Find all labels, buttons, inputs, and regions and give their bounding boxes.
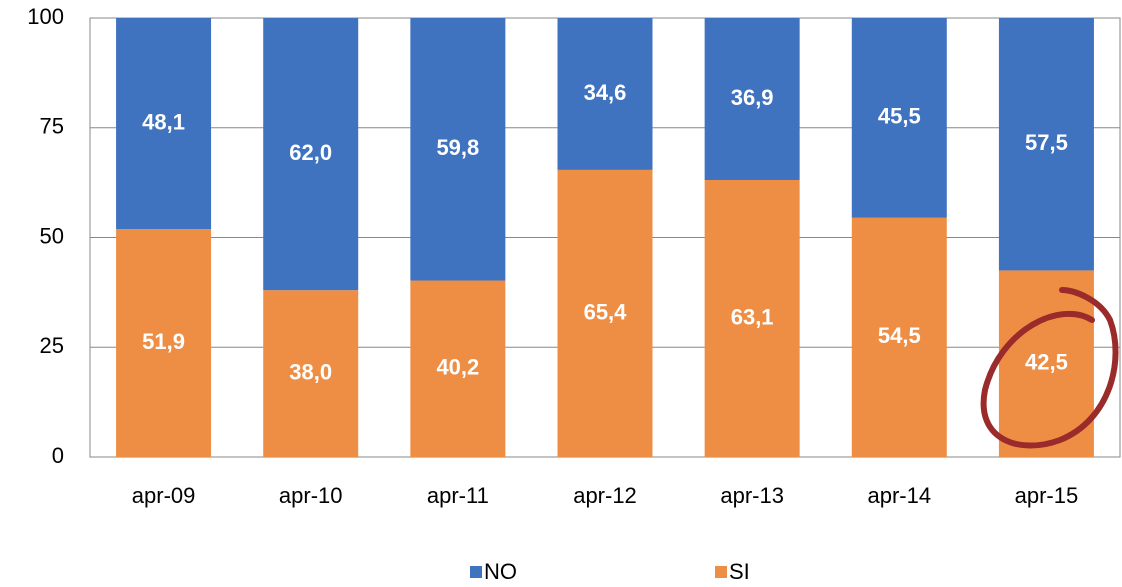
bar-segment: [116, 229, 212, 457]
highlight-circle: [980, 287, 1119, 449]
y-tick-label: 50: [40, 223, 64, 248]
x-tick-label: apr-09: [132, 483, 196, 508]
y-tick-label: 100: [27, 4, 64, 29]
value-label: 59,8: [436, 135, 479, 160]
y-tick-label: 0: [52, 443, 64, 468]
value-label: 65,4: [584, 299, 628, 324]
value-label: 57,5: [1025, 130, 1068, 155]
value-label: 45,5: [878, 104, 921, 129]
value-label: 40,2: [436, 355, 479, 380]
value-label: 38,0: [289, 359, 332, 384]
bar-segment: [557, 169, 653, 458]
legend-swatch: [715, 566, 727, 578]
bar-segment: [704, 18, 800, 180]
value-label: 51,9: [142, 329, 185, 354]
bar-segment: [410, 18, 506, 281]
bar-segment: [851, 217, 947, 457]
value-label: 63,1: [731, 304, 774, 329]
value-label: 62,0: [289, 140, 332, 165]
value-label: 36,9: [731, 85, 774, 110]
bar-segment: [998, 270, 1094, 457]
value-label: 34,6: [584, 80, 627, 105]
value-label: 42,5: [1025, 350, 1068, 375]
bar-segment: [557, 18, 653, 170]
y-tick-label: 25: [40, 333, 64, 358]
bar-segment: [263, 18, 359, 291]
bar-segment: [263, 290, 359, 457]
x-tick-label: apr-11: [427, 483, 489, 508]
bar-segment: [998, 18, 1094, 271]
legend-swatch: [470, 566, 482, 578]
bar-segment: [704, 179, 800, 457]
value-label: 48,1: [142, 109, 185, 134]
x-tick-label: apr-15: [1015, 483, 1079, 508]
x-tick-label: apr-12: [573, 483, 637, 508]
marks: 0 25 50 75 100 apr-09 51,9 48,1 apr-10 38,0 62,0 ap…: [27, 4, 1120, 584]
bar-segment: [410, 280, 506, 457]
legend-label: NO: [484, 559, 517, 584]
bar-segment: [116, 18, 212, 230]
bar-segment: [851, 18, 947, 218]
x-tick-label: apr-13: [720, 483, 784, 508]
value-label: 54,5: [878, 323, 921, 348]
legend-label: SI: [729, 559, 750, 584]
x-tick-label: apr-10: [279, 483, 343, 508]
y-tick-label: 75: [40, 114, 64, 139]
x-tick-label: apr-14: [867, 483, 931, 508]
